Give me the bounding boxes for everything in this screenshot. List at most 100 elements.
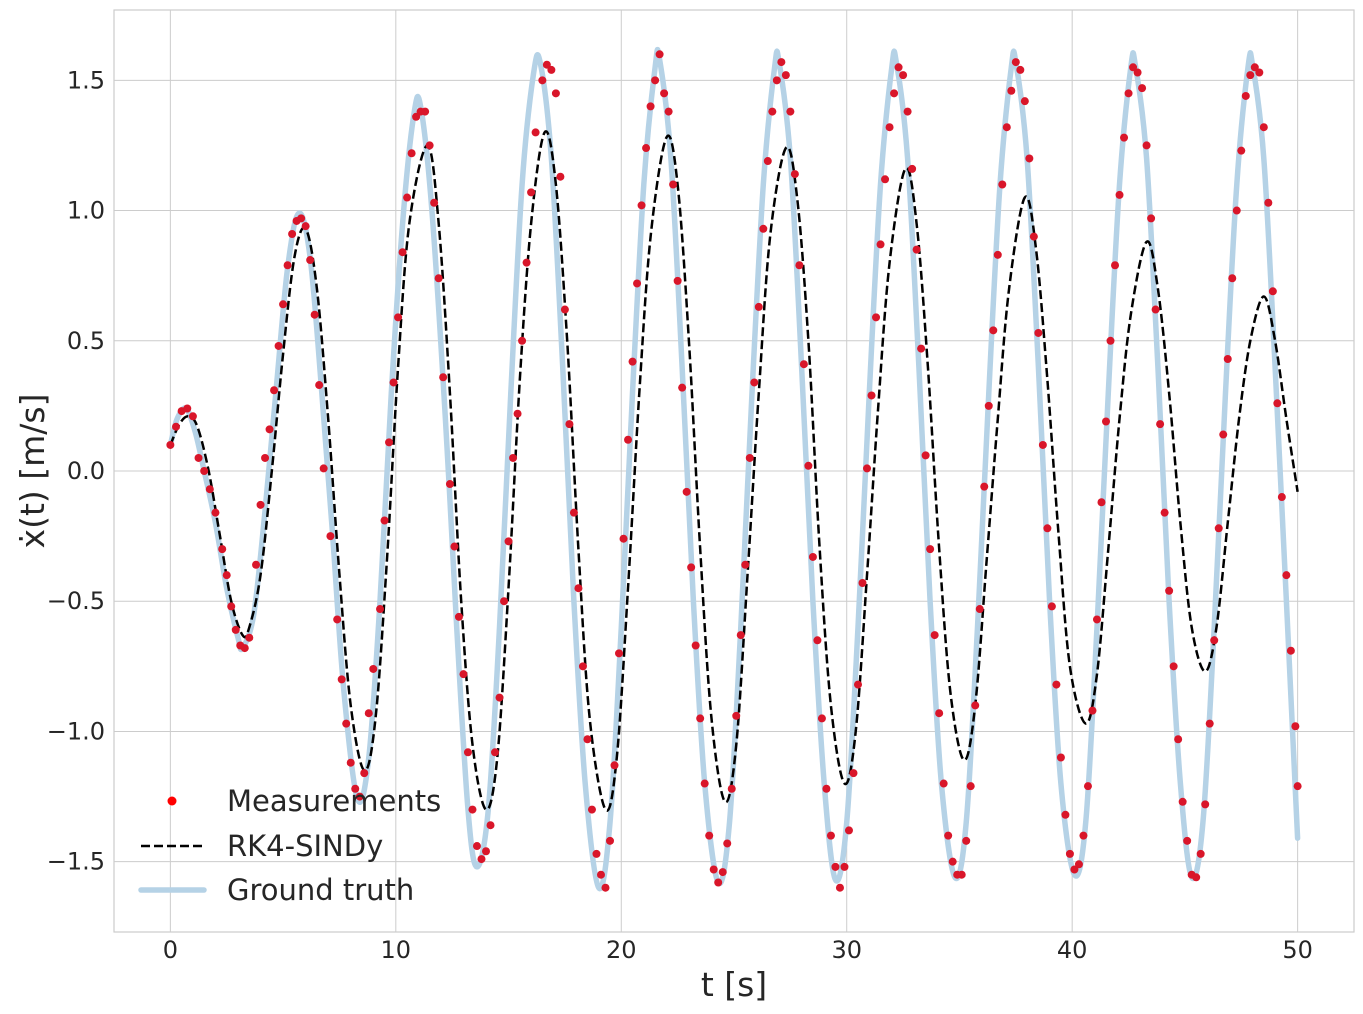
measurement-point bbox=[601, 883, 610, 892]
measurement-point bbox=[551, 89, 560, 98]
measurement-point bbox=[279, 300, 288, 309]
measurement-point bbox=[759, 224, 768, 233]
measurement-point bbox=[763, 157, 772, 166]
measurement-point bbox=[1210, 636, 1219, 645]
measurement-point bbox=[389, 378, 398, 387]
measurement-point bbox=[723, 839, 732, 848]
measurement-point bbox=[619, 534, 628, 543]
measurement-point bbox=[768, 107, 777, 116]
measurement-point bbox=[1214, 524, 1223, 533]
measurement-point bbox=[518, 336, 527, 345]
measurement-point bbox=[908, 164, 917, 173]
measurement-point bbox=[556, 172, 565, 181]
measurement-point bbox=[306, 256, 315, 265]
measurement-point bbox=[1120, 133, 1129, 142]
measurement-point bbox=[270, 386, 279, 395]
measurement-point bbox=[486, 821, 495, 830]
measurement-point bbox=[736, 631, 745, 640]
measurement-point bbox=[596, 870, 605, 879]
measurement-point bbox=[790, 170, 799, 179]
measurement-point bbox=[538, 76, 547, 85]
measurement-point bbox=[1160, 508, 1169, 517]
legend-label: Ground truth bbox=[227, 873, 414, 907]
measurement-point bbox=[531, 128, 540, 137]
measurement-point bbox=[705, 831, 714, 840]
measurement-point bbox=[1016, 65, 1025, 74]
measurement-point bbox=[194, 453, 203, 462]
measurement-point bbox=[346, 758, 355, 767]
measurement-point bbox=[899, 71, 908, 80]
measurement-point bbox=[1047, 602, 1056, 611]
measurement-point bbox=[218, 545, 227, 554]
measurement-point bbox=[1092, 615, 1101, 624]
measurement-point bbox=[445, 480, 454, 489]
measurement-point bbox=[592, 849, 601, 858]
x-tick-label: 40 bbox=[1057, 936, 1088, 964]
measurement-point bbox=[205, 485, 214, 494]
measurement-point bbox=[998, 180, 1007, 189]
measurement-point bbox=[1264, 198, 1273, 207]
measurement-point bbox=[741, 560, 750, 569]
measurement-point bbox=[727, 784, 736, 793]
measurement-point bbox=[624, 435, 633, 444]
measurement-point bbox=[425, 141, 434, 150]
measurement-point bbox=[1169, 662, 1178, 671]
measurement-point bbox=[1070, 865, 1079, 874]
measurement-point bbox=[1002, 123, 1011, 132]
measurement-point bbox=[1124, 89, 1133, 98]
measurement-point bbox=[1192, 873, 1201, 882]
measurement-point bbox=[1147, 214, 1156, 223]
measurement-point bbox=[172, 422, 180, 431]
measurement-point bbox=[682, 487, 691, 496]
measurement-point bbox=[651, 76, 660, 85]
measurement-point bbox=[183, 404, 192, 413]
measurement-point bbox=[835, 883, 844, 892]
measurement-point bbox=[917, 344, 926, 353]
measurement-point bbox=[881, 175, 890, 184]
measurement-point bbox=[863, 464, 872, 473]
measurement-point bbox=[495, 693, 504, 702]
measurement-point bbox=[454, 612, 463, 621]
measurement-point bbox=[522, 258, 531, 267]
measurement-point bbox=[394, 313, 403, 322]
measurement-point bbox=[231, 625, 240, 634]
measurement-point bbox=[500, 597, 509, 606]
measurement-point bbox=[252, 560, 261, 569]
measurement-point bbox=[714, 878, 723, 887]
measurement-point bbox=[1232, 206, 1241, 215]
measurement-point bbox=[894, 63, 903, 72]
measurement-point bbox=[477, 855, 486, 864]
y-tick-label: 1.5 bbox=[67, 66, 105, 94]
measurement-point bbox=[772, 76, 781, 85]
measurement-point bbox=[1115, 190, 1124, 199]
measurement-point bbox=[1178, 797, 1187, 806]
measurement-point bbox=[939, 779, 948, 788]
ground-truth-line bbox=[167, 47, 1301, 892]
measurement-point bbox=[935, 709, 944, 718]
measurement-point bbox=[240, 644, 249, 653]
measurement-point bbox=[439, 373, 448, 382]
measurement-point bbox=[1142, 141, 1151, 150]
measurement-point bbox=[560, 305, 569, 314]
measurement-point bbox=[1286, 646, 1295, 655]
measurement-point bbox=[1282, 571, 1291, 580]
measurement-point bbox=[1034, 328, 1043, 337]
measurement-point bbox=[660, 89, 669, 98]
measurement-point bbox=[351, 784, 360, 793]
x-tick-label: 0 bbox=[163, 936, 178, 964]
measurement-point bbox=[669, 180, 678, 189]
measurement-point bbox=[948, 857, 957, 866]
measurement-point bbox=[817, 714, 826, 723]
measurement-point bbox=[1259, 123, 1268, 132]
measurement-point bbox=[993, 250, 1002, 259]
measurement-point bbox=[385, 438, 394, 447]
measurement-point bbox=[188, 412, 197, 421]
measurement-point bbox=[849, 769, 858, 778]
measurement-point bbox=[813, 636, 822, 645]
legend: Measurements RK4-SINDy Ground truth bbox=[138, 784, 441, 907]
measurement-point bbox=[222, 571, 231, 580]
measurement-point bbox=[1011, 58, 1020, 67]
measurement-point bbox=[876, 240, 885, 249]
measurement-point bbox=[844, 826, 853, 835]
measurement-point bbox=[542, 60, 551, 69]
